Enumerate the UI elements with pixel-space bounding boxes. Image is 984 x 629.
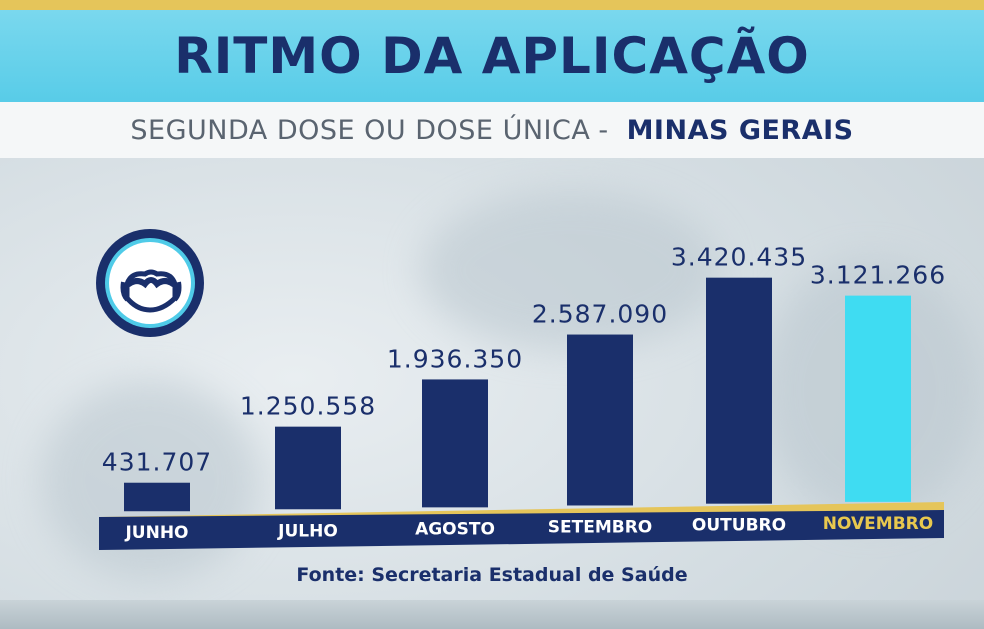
- chart-subtitle: SEGUNDA DOSE OU DOSE ÚNICA - MINAS GERAI…: [0, 102, 984, 158]
- category-label: JULHO: [277, 521, 338, 541]
- bar-outubro: [706, 277, 772, 504]
- value-label: 3.121.266: [810, 261, 946, 290]
- value-label: 1.250.558: [240, 392, 376, 421]
- bar-agosto: [422, 379, 488, 508]
- bar-setembro: [567, 334, 633, 506]
- bar-novembro: [845, 295, 911, 502]
- bar-junho: [124, 482, 190, 512]
- bar-julho: [275, 426, 341, 510]
- bottom-strip: [0, 600, 984, 629]
- category-label: AGOSTO: [415, 519, 495, 539]
- header-band: [0, 10, 984, 102]
- value-label: 1.936.350: [387, 344, 523, 373]
- chart-title: RITMO DA APLICAÇÃO: [174, 27, 810, 85]
- subtitle-region: MINAS GERAIS: [626, 114, 854, 146]
- subtitle-band: [0, 102, 984, 158]
- category-label: NOVEMBRO: [823, 514, 933, 534]
- category-label: SETEMBRO: [548, 517, 652, 537]
- face-mask-icon: [96, 229, 204, 337]
- value-label: 3.420.435: [671, 243, 807, 272]
- subtitle-separator: -: [598, 114, 609, 146]
- category-label: OUTUBRO: [692, 516, 786, 536]
- value-label: 2.587.090: [532, 300, 668, 329]
- top-gold-stripe: [0, 0, 984, 10]
- source-note: Fonte: Secretaria Estadual de Saúde: [296, 564, 688, 586]
- axis-band: [99, 510, 944, 550]
- subtitle-main: SEGUNDA DOSE OU DOSE ÚNICA: [130, 114, 591, 146]
- category-label: JUNHO: [124, 523, 188, 543]
- value-label: 431.707: [102, 448, 212, 477]
- background-blur: [420, 190, 720, 350]
